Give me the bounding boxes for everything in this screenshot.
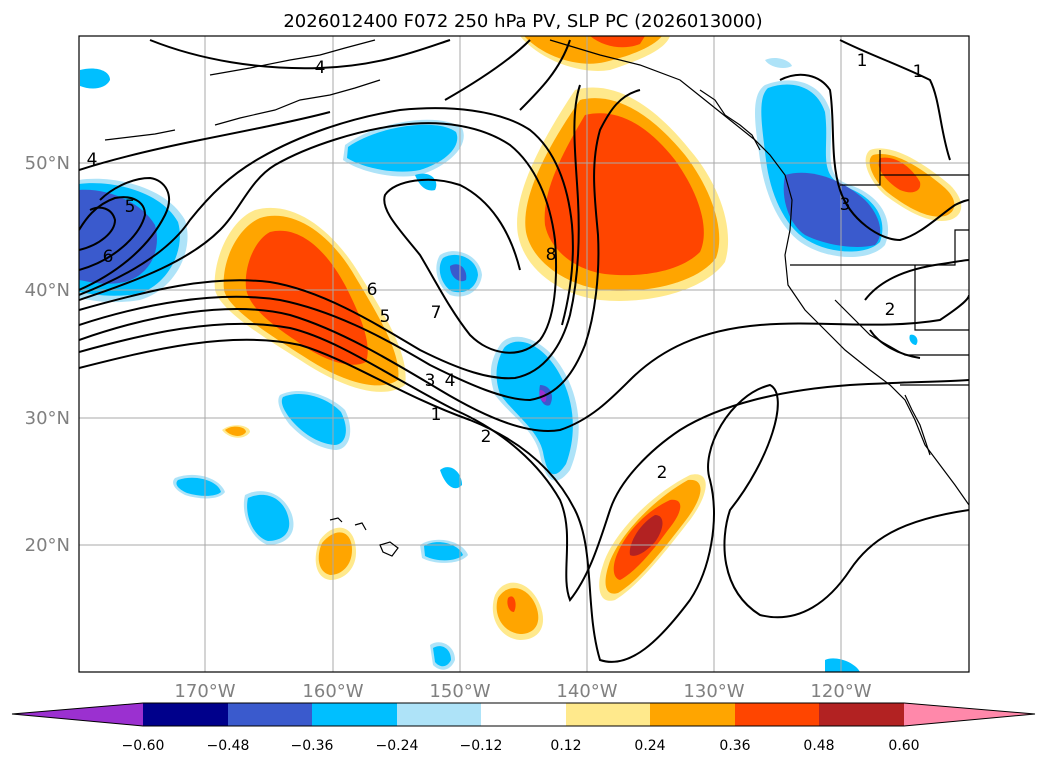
contour-label: 6 xyxy=(103,247,114,267)
contour-label: 4 xyxy=(87,150,98,170)
lon-label: 170°W xyxy=(174,681,235,702)
contour-label: 6 xyxy=(367,280,378,300)
contour-labels: 4 4 5 6 8 6 5 7 3 4 1 2 1 1 3 2 2 xyxy=(87,51,924,483)
colorbar-tick: −0.36 xyxy=(291,738,334,754)
colorbar-tick: −0.24 xyxy=(376,738,419,754)
lon-label: 120°W xyxy=(810,681,871,702)
contour-label: 8 xyxy=(546,245,557,265)
contour-label: 4 xyxy=(445,371,456,391)
contour-label: 5 xyxy=(380,307,391,327)
colorbar-tick: 0.48 xyxy=(803,738,834,754)
colorbar-segment xyxy=(397,703,481,726)
lon-label: 150°W xyxy=(429,681,490,702)
colorbar-tick: −0.60 xyxy=(122,738,165,754)
contour-label: 4 xyxy=(315,58,326,78)
map-panel: 4 4 5 6 8 6 5 7 3 4 1 2 1 1 3 2 2 xyxy=(79,36,969,672)
colorbar: −0.60 −0.48 −0.36 −0.24 −0.12 0.12 0.24 … xyxy=(11,702,1036,754)
colorbar-tick: −0.12 xyxy=(460,738,503,754)
colorbar-outline xyxy=(11,702,1036,727)
colorbar-segment xyxy=(228,703,312,726)
lat-label: 50°N xyxy=(25,153,70,174)
colorbar-segment xyxy=(143,703,228,726)
colorbar-segment xyxy=(735,703,819,726)
colorbar-tick: 0.36 xyxy=(719,738,750,754)
figure-title: 2026012400 F072 250 hPa PV, SLP PC (2026… xyxy=(283,11,762,32)
colorbar-tick: 0.60 xyxy=(888,738,919,754)
lat-label: 30°N xyxy=(25,408,70,429)
lat-label: 40°N xyxy=(25,280,70,301)
colorbar-tick: −0.48 xyxy=(207,738,250,754)
contour-label: 5 xyxy=(125,197,136,217)
contour-label: 2 xyxy=(657,463,668,483)
contour-label: 7 xyxy=(431,303,442,323)
lon-label: 130°W xyxy=(683,681,744,702)
contour-label: 3 xyxy=(840,195,851,215)
colorbar-extend-low xyxy=(12,703,143,726)
contour-label: 2 xyxy=(885,300,896,320)
map-frame xyxy=(78,35,970,673)
colorbar-extend-high xyxy=(904,703,1035,726)
lat-label: 20°N xyxy=(25,535,70,556)
colorbar-tick: 0.24 xyxy=(634,738,665,754)
coastlines xyxy=(104,39,969,557)
slp-contours xyxy=(79,39,969,663)
colorbar-tick: 0.12 xyxy=(550,738,581,754)
colorbar-segment xyxy=(650,703,735,726)
contour-label: 1 xyxy=(857,51,868,71)
map-gridlines xyxy=(79,36,969,672)
colorbar-segment xyxy=(566,703,650,726)
colorbar-segment xyxy=(819,703,904,726)
colorbar-segment xyxy=(481,703,566,726)
lon-label: 160°W xyxy=(302,681,363,702)
longitude-labels: 170°W 160°W 150°W 140°W 130°W 120°W xyxy=(174,681,871,702)
contour-label: 3 xyxy=(425,371,436,391)
contour-label: 1 xyxy=(431,405,442,425)
latitude-labels: 50°N 40°N 30°N 20°N xyxy=(25,153,70,556)
colorbar-tick-labels: −0.60 −0.48 −0.36 −0.24 −0.12 0.12 0.24 … xyxy=(122,738,920,754)
contour-label: 1 xyxy=(913,62,924,82)
lon-label: 140°W xyxy=(556,681,617,702)
colorbar-segment xyxy=(312,703,397,726)
contour-label: 2 xyxy=(481,427,492,447)
